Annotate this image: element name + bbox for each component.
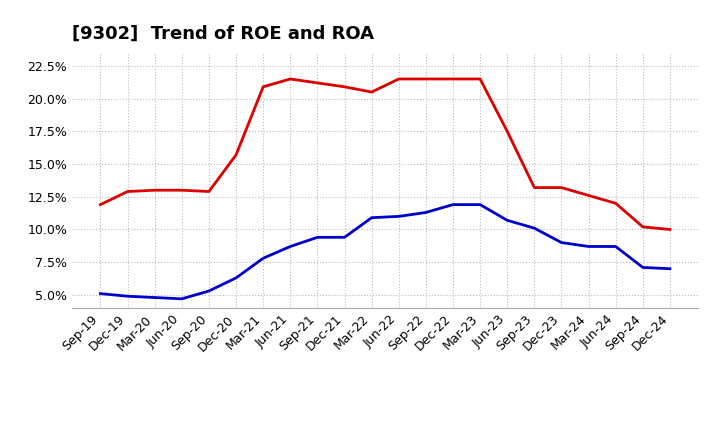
Text: [9302]  Trend of ROE and ROA: [9302] Trend of ROE and ROA: [72, 25, 374, 43]
ROA: [204, 288, 213, 293]
ROA: [123, 293, 132, 299]
ROE: [232, 152, 240, 158]
ROA: [449, 202, 457, 207]
ROA: [584, 244, 593, 249]
ROA: [367, 215, 376, 220]
ROA: [259, 256, 268, 261]
ROA: [150, 295, 159, 300]
ROA: [286, 244, 294, 249]
ROA: [313, 235, 322, 240]
ROE: [557, 185, 566, 190]
ROE: [476, 76, 485, 81]
ROA: [232, 275, 240, 281]
ROA: [611, 244, 620, 249]
ROE: [259, 84, 268, 89]
ROA: [341, 235, 349, 240]
ROE: [421, 76, 430, 81]
ROE: [584, 193, 593, 198]
ROE: [449, 76, 457, 81]
ROE: [530, 185, 539, 190]
ROE: [286, 76, 294, 81]
ROA: [665, 266, 674, 271]
ROA: [639, 265, 647, 270]
ROE: [367, 89, 376, 95]
ROE: [178, 187, 186, 193]
ROE: [639, 224, 647, 230]
ROA: [557, 240, 566, 245]
ROA: [503, 218, 511, 223]
ROE: [204, 189, 213, 194]
ROE: [665, 227, 674, 232]
ROA: [96, 291, 105, 296]
ROA: [178, 296, 186, 301]
Line: ROA: ROA: [101, 205, 670, 299]
ROE: [313, 80, 322, 85]
ROE: [150, 187, 159, 193]
ROA: [476, 202, 485, 207]
ROA: [421, 210, 430, 215]
Line: ROE: ROE: [101, 79, 670, 230]
ROE: [611, 201, 620, 206]
ROE: [395, 76, 403, 81]
ROE: [341, 84, 349, 89]
ROE: [96, 202, 105, 207]
ROA: [530, 226, 539, 231]
ROE: [123, 189, 132, 194]
ROE: [503, 128, 511, 134]
ROA: [395, 214, 403, 219]
